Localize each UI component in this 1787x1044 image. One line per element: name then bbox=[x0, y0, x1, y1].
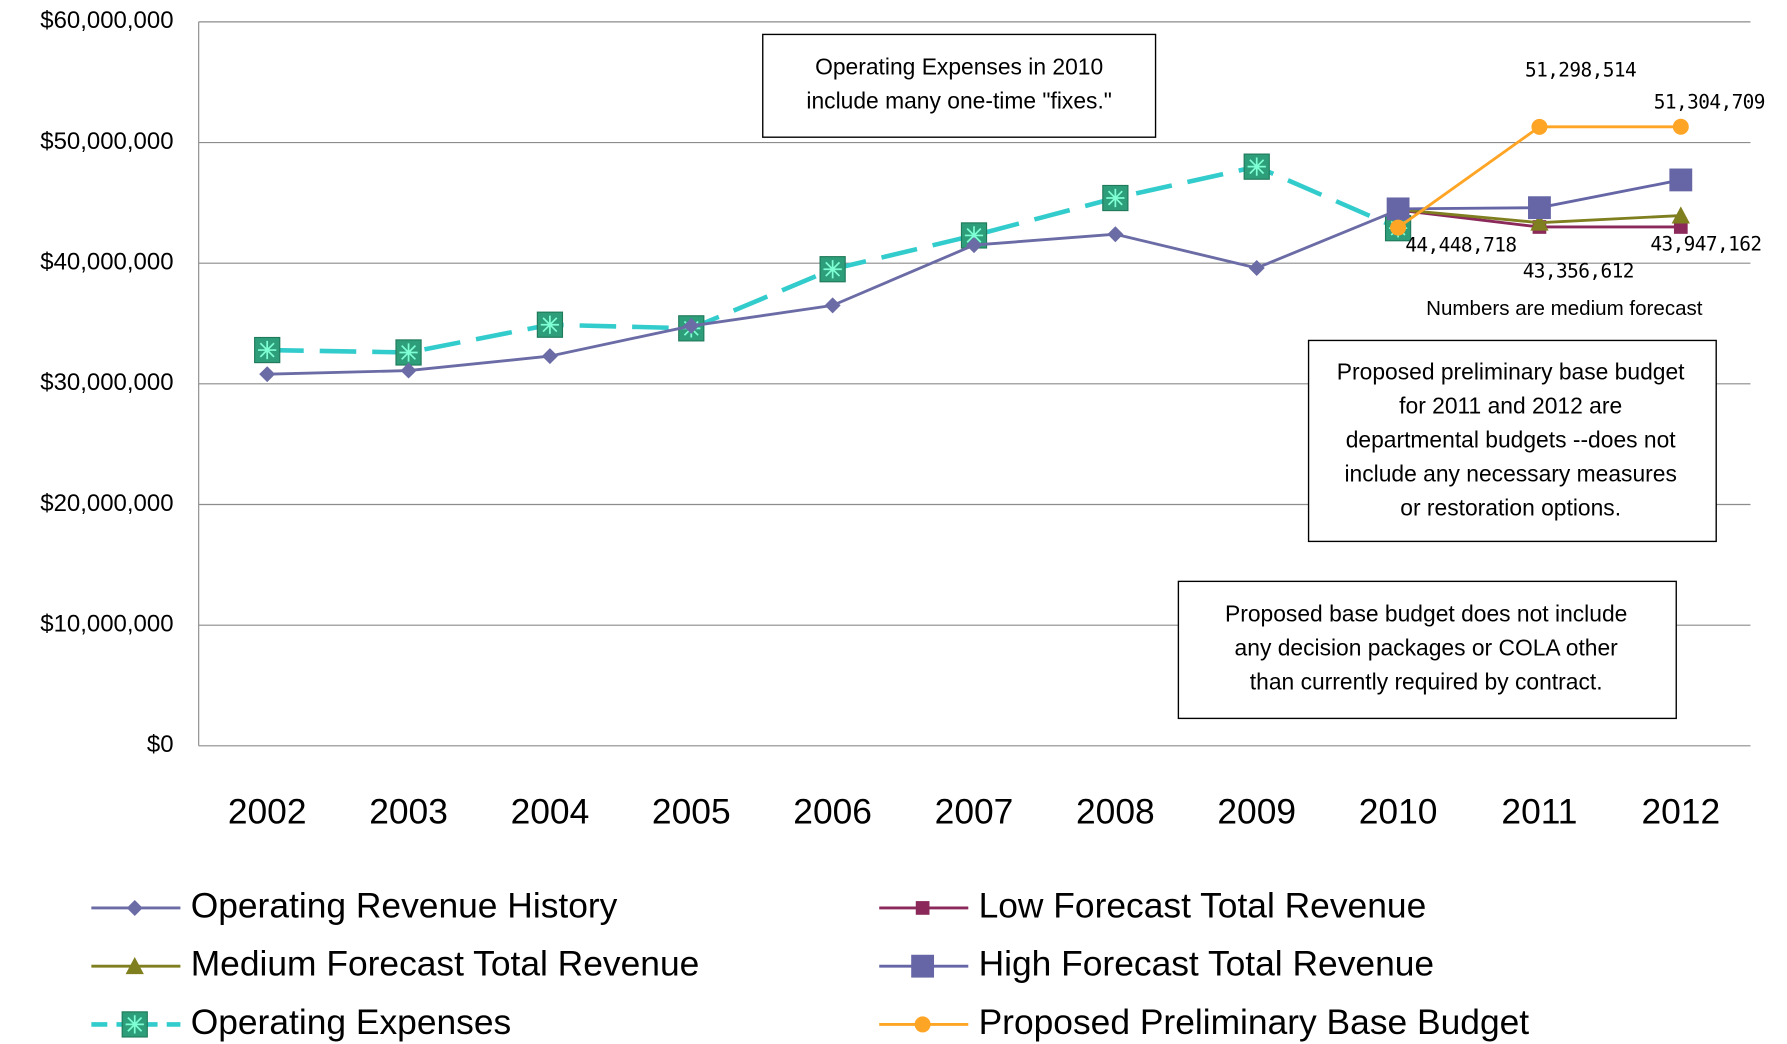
marker bbox=[1243, 153, 1270, 180]
x-tick-label: 2011 bbox=[1501, 793, 1577, 832]
annotation-text: Numbers are medium forecast bbox=[1426, 297, 1703, 320]
annotation-text: any decision packages or COLA other bbox=[1235, 635, 1619, 661]
series-markers bbox=[254, 153, 1412, 366]
marker-star bbox=[125, 1015, 144, 1034]
legend-marker bbox=[125, 957, 144, 975]
y-tick-label: $10,000,000 bbox=[40, 610, 173, 637]
series-markers bbox=[259, 202, 1407, 383]
x-tick-label: 2007 bbox=[935, 793, 1014, 832]
marker bbox=[541, 348, 558, 365]
x-tick-label: 2009 bbox=[1217, 793, 1296, 832]
marker-star bbox=[1247, 157, 1266, 176]
marker bbox=[1673, 220, 1688, 234]
data-label: 51,298,514 bbox=[1525, 58, 1636, 81]
marker-star bbox=[823, 260, 842, 279]
legend-label: Operating Expenses bbox=[191, 1003, 512, 1042]
marker bbox=[1531, 118, 1548, 135]
legend-item: Operating Expenses bbox=[91, 1003, 511, 1042]
marker bbox=[819, 256, 846, 283]
marker bbox=[1386, 197, 1410, 221]
legend-label: High Forecast Total Revenue bbox=[979, 945, 1435, 984]
marker bbox=[1671, 206, 1690, 224]
legend-marker bbox=[126, 899, 143, 916]
legend-label: Medium Forecast Total Revenue bbox=[191, 945, 700, 984]
x-tick-label: 2002 bbox=[228, 793, 307, 832]
marker bbox=[400, 362, 417, 379]
annotation-text: departmental budgets --does not bbox=[1346, 427, 1677, 453]
legend-item: Operating Revenue History bbox=[91, 886, 618, 925]
annotation-text: Proposed preliminary base budget bbox=[1337, 359, 1685, 385]
marker bbox=[254, 336, 281, 364]
y-tick-label: $20,000,000 bbox=[40, 490, 173, 517]
marker bbox=[1248, 260, 1265, 276]
marker bbox=[966, 237, 982, 254]
legend-label: Low Forecast Total Revenue bbox=[979, 886, 1427, 925]
annotation-text: for 2011 and 2012 are bbox=[1399, 393, 1622, 419]
y-tick-label: $0 bbox=[147, 731, 174, 758]
legend-item: Medium Forecast Total Revenue bbox=[91, 945, 699, 984]
marker bbox=[1102, 184, 1129, 212]
data-label: 43,356,612 bbox=[1523, 259, 1634, 282]
x-tick-label: 2004 bbox=[511, 793, 590, 832]
x-tick-label: 2008 bbox=[1076, 793, 1155, 832]
annotation-text: include many one-time "fixes." bbox=[806, 88, 1111, 114]
x-tick-label: 2006 bbox=[793, 793, 872, 832]
data-label: 44,448,718 bbox=[1405, 234, 1516, 257]
marker-star bbox=[258, 340, 277, 360]
marker bbox=[1530, 213, 1549, 231]
marker-star bbox=[540, 315, 560, 334]
marker bbox=[1390, 219, 1407, 236]
legend-label: Proposed Preliminary Base Budget bbox=[979, 1003, 1530, 1042]
x-tick-label: 2010 bbox=[1359, 793, 1438, 832]
annotation-text: Operating Expenses in 2010 bbox=[815, 54, 1103, 80]
legend-marker bbox=[915, 901, 930, 915]
annotation-box bbox=[1307, 339, 1717, 543]
marker bbox=[1528, 196, 1551, 220]
y-tick-label: $50,000,000 bbox=[40, 128, 173, 155]
series-markers bbox=[1390, 118, 1689, 236]
data-label: 51,304,709 bbox=[1654, 90, 1765, 113]
marker bbox=[259, 366, 276, 383]
annotation-text: include any necessary measures bbox=[1344, 461, 1676, 487]
marker-star bbox=[399, 343, 418, 362]
legend-marker bbox=[914, 1016, 931, 1033]
marker bbox=[683, 317, 700, 334]
legend-item: Proposed Preliminary Base Budget bbox=[879, 1003, 1529, 1042]
series-line bbox=[267, 208, 1399, 376]
annotation-text: Proposed base budget does not include bbox=[1225, 601, 1627, 627]
marker-star bbox=[1106, 188, 1125, 208]
legend-label: Operating Revenue History bbox=[191, 886, 618, 925]
legend-item: Low Forecast Total Revenue bbox=[879, 886, 1426, 925]
annotation-text: or restoration options. bbox=[1400, 495, 1621, 521]
y-tick-label: $60,000,000 bbox=[40, 7, 173, 34]
legend-item: High Forecast Total Revenue bbox=[879, 945, 1434, 984]
x-tick-label: 2012 bbox=[1641, 793, 1720, 832]
annotation-box bbox=[762, 33, 1157, 138]
legend-marker bbox=[121, 1011, 148, 1038]
marker bbox=[1672, 118, 1689, 135]
annotation-box bbox=[1177, 580, 1677, 720]
marker bbox=[536, 311, 564, 338]
marker bbox=[1107, 226, 1124, 243]
x-tick-label: 2005 bbox=[652, 793, 731, 832]
series-markers bbox=[1386, 168, 1693, 221]
data-label: 43,947,162 bbox=[1650, 233, 1761, 256]
marker-star bbox=[964, 226, 984, 245]
marker bbox=[395, 339, 422, 366]
legend-marker bbox=[911, 954, 935, 978]
marker bbox=[1669, 168, 1693, 192]
annotation-text: than currently required by contract. bbox=[1250, 669, 1603, 695]
marker bbox=[824, 297, 841, 314]
y-tick-label: $30,000,000 bbox=[40, 369, 173, 396]
y-tick-label: $40,000,000 bbox=[40, 249, 173, 276]
x-tick-label: 2003 bbox=[369, 793, 448, 832]
